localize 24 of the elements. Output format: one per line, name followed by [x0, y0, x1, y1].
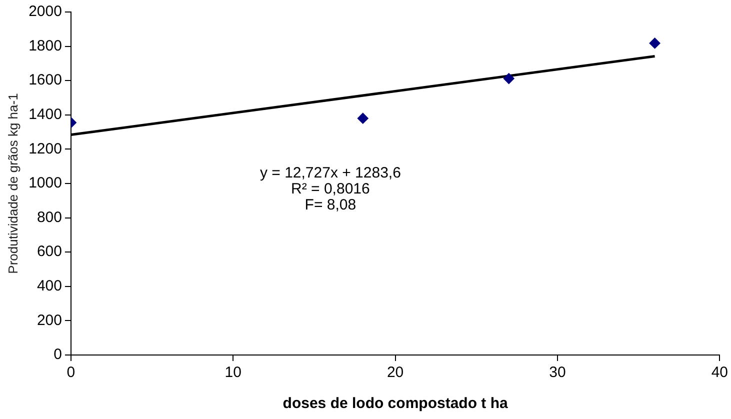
y-tick-label: 400: [36, 278, 62, 295]
point: [357, 112, 368, 124]
annotation: F= 8,08: [304, 196, 356, 214]
y-tick-label: 1000: [28, 174, 62, 192]
y-tick-label: 800: [36, 208, 62, 226]
annotation: y = 12,727x + 1283,6: [260, 164, 401, 182]
y-tick-label: 1200: [28, 140, 62, 158]
y-tick-label: 600: [36, 243, 62, 260]
y-tick-label: 200: [36, 312, 62, 329]
x-tick-label: 20: [386, 364, 404, 382]
point: [649, 38, 660, 49]
y-tick-label: 2000: [28, 3, 62, 20]
annotation: R² = 0,8016: [291, 180, 370, 198]
x-tick-label: 10: [224, 364, 242, 382]
x-axis-title: doses de lodo compostado t ha: [282, 395, 508, 412]
point: [503, 73, 514, 84]
y-tick-label: 0: [54, 346, 62, 364]
y-axis-title: Produtividade de grãos kg ha-1: [5, 93, 20, 274]
y-tick-label: 1800: [28, 37, 62, 54]
x-tick-label: 30: [549, 364, 566, 382]
y-tick-label: 1400: [28, 106, 62, 124]
y-tick-label: 1600: [28, 72, 62, 89]
x-tick-label: 40: [711, 364, 728, 382]
x-tick-label: 0: [66, 364, 76, 382]
